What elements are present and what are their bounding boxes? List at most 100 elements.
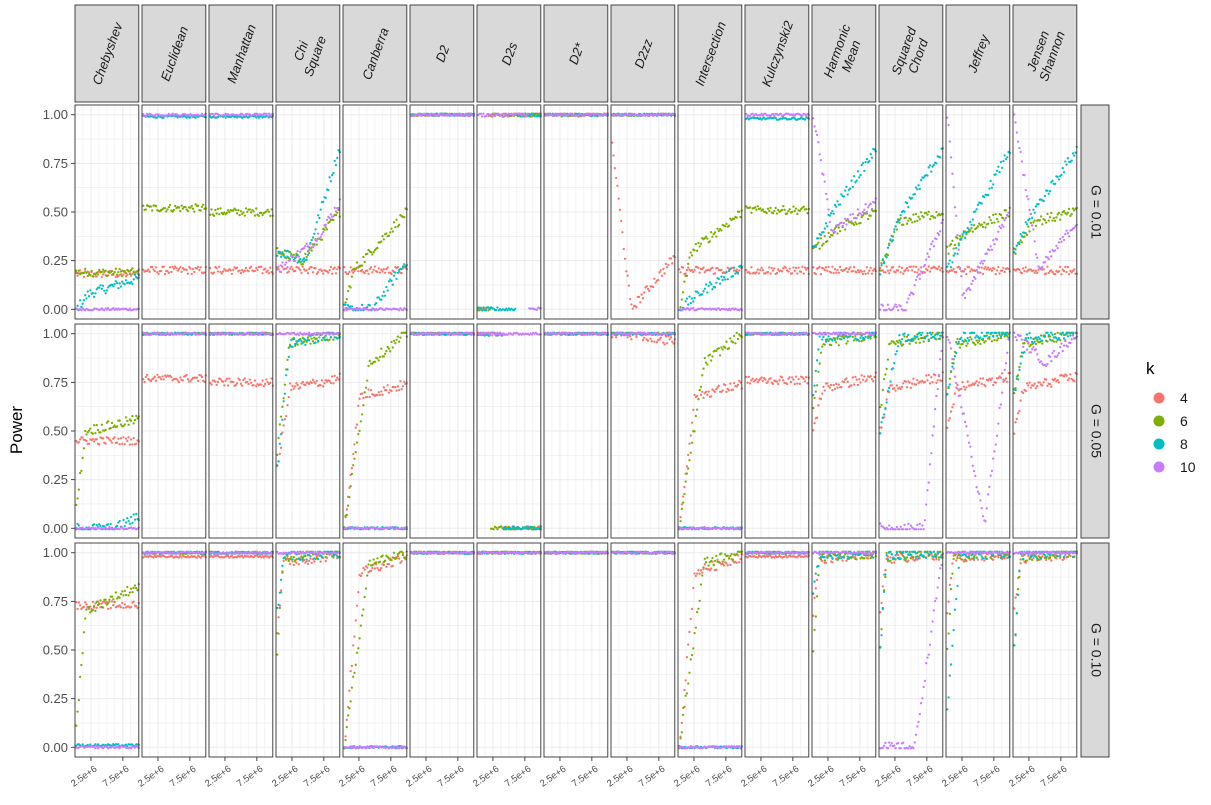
data-point <box>149 205 153 208</box>
column-strip <box>208 4 274 103</box>
data-point <box>285 267 288 270</box>
data-point <box>738 269 741 272</box>
data-point <box>928 270 932 273</box>
data-point <box>126 419 129 423</box>
data-point <box>368 359 371 363</box>
data-point <box>692 307 695 310</box>
data-point <box>350 275 354 278</box>
data-point <box>625 270 628 273</box>
data-point <box>343 308 346 312</box>
data-point <box>860 164 863 167</box>
data-point <box>301 380 304 384</box>
data-point <box>390 279 393 283</box>
data-point <box>879 273 882 276</box>
data-point <box>1064 233 1067 236</box>
data-point <box>1050 255 1053 258</box>
data-point <box>299 386 302 389</box>
data-point <box>826 225 829 228</box>
data-point <box>131 282 134 285</box>
data-point <box>133 418 137 422</box>
data-point <box>301 341 304 344</box>
data-point <box>817 241 820 244</box>
data-point <box>291 345 294 349</box>
data-point <box>179 209 182 213</box>
data-point <box>276 254 279 257</box>
data-point <box>926 252 929 255</box>
data-point <box>851 269 854 273</box>
data-point <box>385 267 388 271</box>
data-point <box>85 271 88 274</box>
data-point <box>783 208 786 211</box>
data-point <box>390 272 393 276</box>
data-point <box>869 202 872 205</box>
data-point <box>92 295 96 298</box>
data-point <box>927 265 930 268</box>
data-point <box>1057 211 1061 215</box>
data-point <box>344 307 347 310</box>
data-point <box>864 272 867 276</box>
data-point <box>220 272 223 275</box>
data-point <box>442 112 445 115</box>
data-point <box>343 265 346 269</box>
data-point <box>976 203 980 207</box>
data-point <box>727 224 731 227</box>
y-tick-label: 0.00 <box>43 302 68 317</box>
data-point <box>156 373 159 377</box>
data-point <box>115 281 119 285</box>
data-point <box>1029 221 1033 225</box>
data-point <box>907 297 910 300</box>
data-point <box>617 197 620 200</box>
data-point <box>230 272 234 276</box>
data-point <box>695 249 699 252</box>
data-point <box>257 214 260 217</box>
data-point <box>385 349 388 353</box>
data-point <box>336 156 339 160</box>
data-point <box>279 446 283 449</box>
data-point <box>308 339 311 342</box>
data-point <box>1015 131 1018 134</box>
data-point <box>396 265 400 269</box>
data-point <box>706 291 709 294</box>
data-point <box>78 471 82 475</box>
data-point <box>147 268 150 271</box>
data-point <box>380 240 383 243</box>
data-point <box>203 380 206 383</box>
data-point <box>506 115 509 118</box>
data-point <box>219 377 222 381</box>
data-point <box>301 265 304 268</box>
data-point <box>969 220 972 224</box>
data-point <box>715 235 718 238</box>
data-point <box>949 242 953 246</box>
data-point <box>933 216 937 219</box>
row-strip-label: G = 0.01 <box>1088 185 1104 239</box>
data-point <box>311 378 315 381</box>
data-point <box>718 282 722 285</box>
data-point <box>891 239 895 242</box>
data-point <box>914 212 918 216</box>
data-point <box>362 404 365 407</box>
data-point <box>827 265 830 268</box>
data-point <box>372 268 375 272</box>
data-point <box>367 272 370 276</box>
data-point <box>362 255 365 259</box>
data-point <box>132 422 135 425</box>
data-point <box>267 112 271 115</box>
data-point <box>334 272 338 275</box>
data-point <box>185 208 188 211</box>
data-point <box>774 206 777 210</box>
data-point <box>1062 171 1066 174</box>
data-point <box>269 214 272 217</box>
data-point <box>403 216 406 219</box>
data-point <box>84 429 87 433</box>
data-point <box>484 309 488 312</box>
facet-panel <box>744 104 810 320</box>
data-point <box>241 268 244 272</box>
column-strip <box>141 4 207 103</box>
data-point <box>698 245 701 248</box>
data-point <box>416 112 419 116</box>
data-point <box>372 251 375 254</box>
data-point <box>988 216 991 219</box>
data-point <box>376 357 379 360</box>
data-point <box>1046 212 1049 216</box>
data-point <box>349 286 352 289</box>
